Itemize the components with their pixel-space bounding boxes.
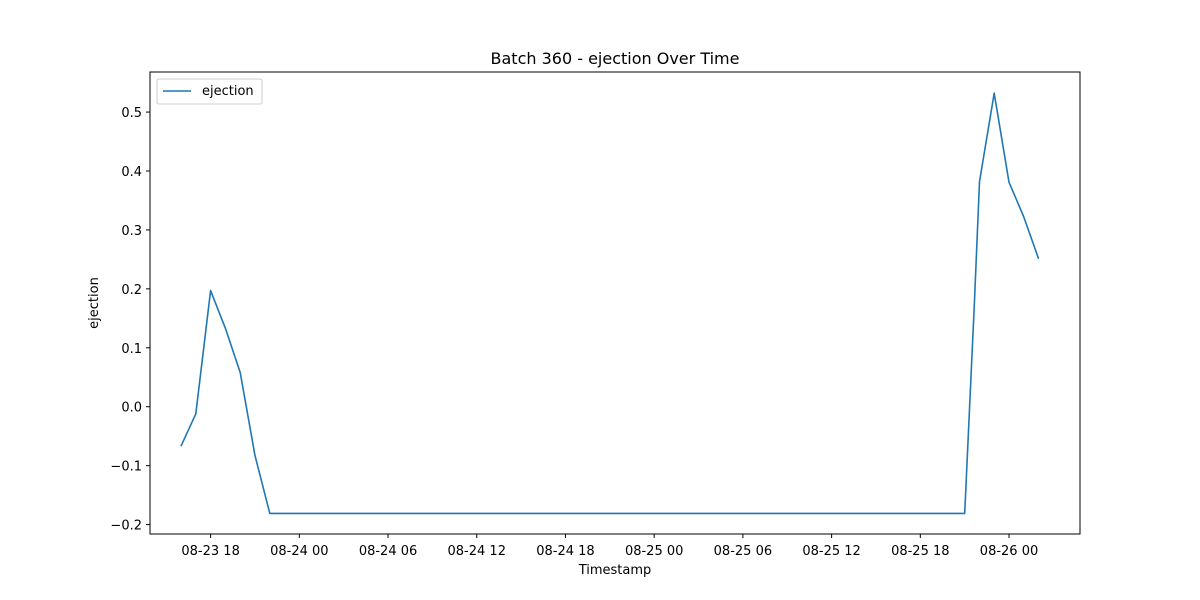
legend: ejection bbox=[156, 78, 263, 105]
y-tick-label: 0.5 bbox=[121, 106, 142, 121]
x-tick-label: 08-24 12 bbox=[448, 544, 506, 559]
x-tick-label: 08-25 18 bbox=[891, 544, 949, 559]
legend-box bbox=[156, 78, 263, 105]
y-axis-ticks: −0.2 −0.1 0.0 0.1 0.2 0.3 0.4 0.5 bbox=[110, 106, 150, 534]
x-tick-label: 08-23 18 bbox=[181, 544, 239, 559]
x-tick-label: 08-25 00 bbox=[625, 544, 683, 559]
y-tick-label: 0.4 bbox=[121, 165, 142, 180]
y-tick-label: −0.2 bbox=[110, 519, 142, 534]
y-tick-label: 0.0 bbox=[121, 401, 142, 416]
series-line-ejection bbox=[180, 92, 1040, 515]
x-tick-label: 08-25 12 bbox=[802, 544, 860, 559]
y-tick-label: −0.1 bbox=[110, 460, 142, 475]
legend-label-ejection: ejection bbox=[202, 84, 254, 99]
x-axis-ticks: 08-23 18 08-24 00 08-24 06 08-24 12 08-24 18… bbox=[181, 534, 1038, 559]
chart-title: Batch 360 - ejection Over Time bbox=[491, 49, 740, 68]
x-tick-label: 08-24 06 bbox=[359, 544, 417, 559]
y-tick-label: 0.3 bbox=[121, 224, 142, 239]
y-tick-label: 0.1 bbox=[121, 342, 142, 357]
x-tick-label: 08-24 00 bbox=[270, 544, 328, 559]
y-tick-label: 0.2 bbox=[121, 283, 142, 298]
x-tick-label: 08-26 00 bbox=[980, 544, 1038, 559]
plot-frame bbox=[149, 71, 1081, 535]
x-axis-label: Timestamp bbox=[578, 563, 652, 578]
y-axis-label: ejection bbox=[87, 277, 102, 329]
x-tick-label: 08-24 18 bbox=[536, 544, 594, 559]
x-tick-label: 08-25 06 bbox=[714, 544, 772, 559]
